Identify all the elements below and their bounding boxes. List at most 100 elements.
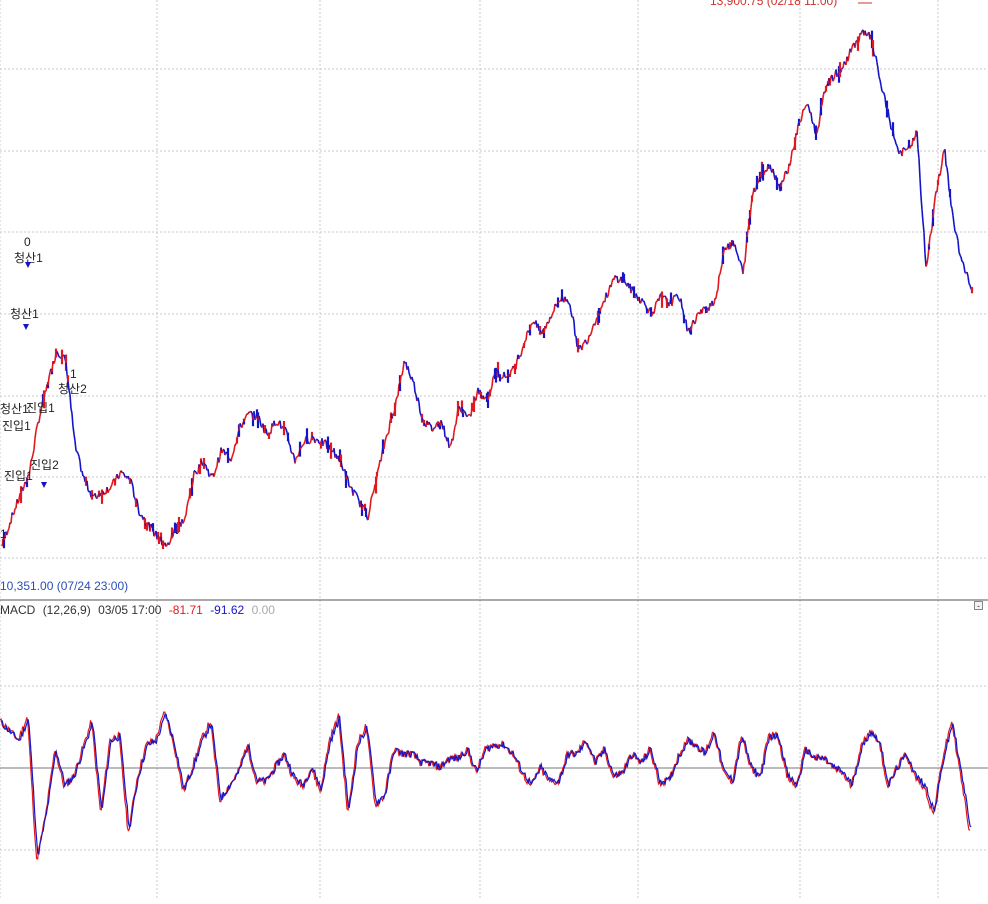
price-segment bbox=[659, 295, 660, 301]
price-segment bbox=[580, 345, 581, 347]
price-segment bbox=[812, 121, 813, 124]
price-segment bbox=[305, 436, 306, 441]
price-segment bbox=[655, 302, 656, 308]
price-segment bbox=[833, 79, 834, 81]
price-segment bbox=[491, 386, 492, 390]
price-segment bbox=[219, 457, 220, 463]
price-segment bbox=[947, 168, 948, 175]
price-segment bbox=[79, 456, 80, 461]
price-segment bbox=[424, 423, 425, 425]
price-segment bbox=[818, 126, 819, 128]
price-segment bbox=[111, 485, 112, 487]
price-segment bbox=[323, 442, 324, 446]
price-segment bbox=[788, 164, 789, 173]
price-segment bbox=[906, 149, 907, 150]
price-segment bbox=[502, 377, 503, 378]
price-segment bbox=[260, 420, 261, 426]
price-segment bbox=[386, 435, 387, 438]
price-segment bbox=[384, 441, 385, 449]
collapse-icon[interactable]: - bbox=[974, 601, 983, 610]
price-segment bbox=[388, 432, 389, 435]
price-segment bbox=[552, 312, 553, 315]
price-segment bbox=[193, 471, 194, 482]
price-segment bbox=[645, 305, 646, 306]
price-segment bbox=[526, 332, 527, 341]
signal-label: 청산2 bbox=[58, 382, 87, 396]
price-segment bbox=[504, 372, 505, 377]
price-segment bbox=[693, 320, 694, 322]
price-segment bbox=[795, 133, 796, 143]
price-segment bbox=[959, 252, 960, 255]
price-segment bbox=[884, 93, 885, 97]
price-segment bbox=[154, 535, 155, 536]
price-segment bbox=[374, 484, 375, 490]
price-segment bbox=[288, 437, 289, 444]
price-segment bbox=[310, 441, 311, 444]
price-segment bbox=[285, 427, 286, 429]
price-segment bbox=[640, 303, 641, 304]
price-segment bbox=[582, 343, 583, 350]
signal-label: 1 bbox=[70, 367, 77, 381]
price-segment bbox=[422, 418, 423, 420]
price-segment bbox=[900, 151, 901, 152]
price-segment bbox=[952, 208, 953, 215]
price-segment bbox=[377, 470, 378, 474]
price-segment bbox=[792, 149, 793, 150]
price-segment bbox=[183, 521, 184, 523]
price-segment bbox=[942, 154, 943, 163]
price-segment bbox=[716, 292, 717, 299]
price-segment bbox=[595, 321, 596, 325]
price-segment bbox=[741, 263, 742, 267]
price-segment bbox=[848, 56, 849, 61]
price-segment bbox=[415, 392, 416, 395]
high-price-value: 13,900.75 bbox=[710, 0, 763, 8]
price-segment bbox=[950, 193, 951, 205]
price-segment bbox=[23, 487, 24, 491]
price-segment bbox=[153, 527, 154, 536]
price-segment bbox=[48, 378, 49, 386]
price-segment bbox=[372, 493, 373, 495]
price-segment bbox=[720, 269, 721, 274]
price-segment bbox=[567, 299, 568, 302]
price-segment bbox=[441, 420, 442, 423]
price-segment bbox=[73, 426, 74, 434]
price-segment bbox=[72, 413, 73, 426]
price-segment bbox=[619, 280, 620, 281]
price-segment bbox=[958, 241, 959, 252]
price-segment bbox=[963, 262, 964, 266]
price-segment bbox=[280, 421, 281, 429]
price-segment bbox=[695, 320, 696, 324]
price-segment bbox=[449, 445, 450, 448]
price-segment bbox=[719, 274, 720, 275]
price-segment bbox=[745, 249, 746, 262]
price-segment bbox=[921, 197, 922, 210]
price-segment bbox=[805, 105, 806, 108]
price-segment bbox=[919, 159, 920, 178]
price-segment bbox=[259, 416, 260, 420]
price-segment bbox=[618, 282, 619, 283]
price-segment bbox=[362, 507, 363, 510]
price-segment bbox=[681, 299, 682, 308]
price-segment bbox=[59, 357, 60, 358]
price-segment bbox=[484, 398, 485, 399]
price-segment bbox=[855, 41, 856, 48]
price-segment bbox=[341, 461, 342, 467]
price-segment bbox=[184, 517, 185, 521]
price-segment bbox=[737, 253, 738, 256]
price-segment bbox=[648, 310, 649, 313]
price-segment bbox=[506, 377, 507, 378]
price-segment bbox=[369, 509, 370, 515]
price-segment bbox=[57, 351, 58, 354]
price-segment bbox=[551, 315, 552, 318]
price-segment bbox=[743, 264, 744, 274]
price-segment bbox=[923, 222, 924, 233]
price-segment bbox=[859, 33, 860, 41]
price-segment bbox=[64, 355, 65, 359]
signal-label: 0 bbox=[24, 235, 31, 249]
price-segment bbox=[632, 287, 633, 290]
price-segment bbox=[110, 487, 111, 490]
